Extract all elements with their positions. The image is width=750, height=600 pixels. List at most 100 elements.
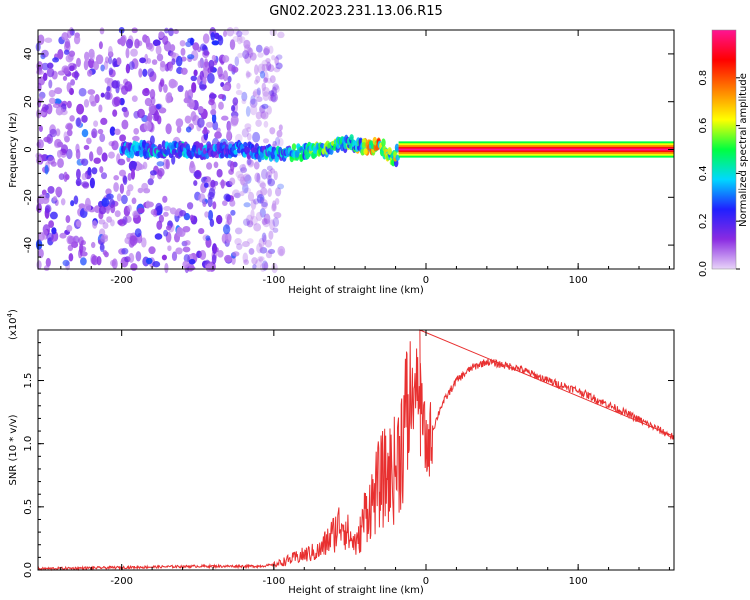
spectrogram-noise-point [127, 172, 132, 181]
spectrogram-noise-point [271, 86, 277, 97]
snr-plot-area [38, 330, 674, 570]
snr-x-ticks: -200 -100 0 100 [60, 330, 670, 587]
spectrogram-noise-point [275, 54, 283, 60]
spectrogram-noise-point [262, 218, 271, 228]
spectrogram-noise-point [271, 262, 278, 274]
spectrogram-noise-point [229, 161, 235, 172]
spectrogram-noise-point [159, 63, 166, 72]
spectrogram-noise-point [104, 91, 111, 100]
spectrogram-noise-point [52, 103, 61, 109]
spectrogram-noise-point [270, 89, 275, 98]
spectrogram-noise-point [89, 52, 95, 61]
spectrogram-noise-point [48, 89, 56, 98]
spectrogram-noise-point [139, 57, 147, 64]
spectrogram-noise-point [121, 247, 129, 255]
spectrogram-noise-point [55, 128, 61, 137]
spectrogram-noise-point [116, 193, 122, 202]
spectrogram-noise-point [273, 66, 281, 73]
spectrogram-noise-point [226, 214, 233, 225]
spectrogram-noise-point [60, 109, 68, 116]
spectrogram-noise-point [191, 82, 197, 93]
spectrogram-y-tick-label: -20 [23, 189, 34, 205]
spectrogram-noise-point [224, 254, 232, 263]
spectrogram-noise-point [66, 123, 73, 131]
spectrogram-noise-point [66, 82, 72, 93]
spectrogram-noise-point [87, 69, 93, 77]
spectrogram-noise-point [239, 190, 245, 197]
colorbar-tick-label: 0.8 [698, 70, 709, 86]
snr-x-tick-label: 0 [423, 576, 429, 587]
spectrogram-y-tick-label: 40 [23, 48, 34, 61]
spectrogram-noise-point [170, 79, 178, 88]
spectrogram-noise-point [156, 161, 165, 167]
spectrogram-noise-point [225, 194, 231, 202]
spectrogram-noise-point [76, 103, 85, 115]
spectrogram-noise-point [99, 133, 106, 143]
spectrogram-noise-point [261, 218, 268, 226]
spectrogram-noise-point [57, 70, 66, 76]
spectrogram-noise-point [278, 137, 284, 147]
spectrogram-noise-point [246, 72, 252, 78]
spectrogram-noise-point [93, 120, 99, 128]
spectrogram-noise-point [36, 156, 43, 165]
spectrogram-noise-point [66, 129, 73, 137]
spectrogram-noise-point [175, 118, 184, 128]
spectrogram-noise-point [239, 164, 246, 172]
snr-multiplier-base: (x10 [8, 317, 19, 340]
spectrogram-noise-point [261, 168, 268, 180]
spectrogram-noise-point [246, 126, 252, 133]
spectrogram-noise-point [271, 200, 277, 211]
spectrogram-noise-point [274, 197, 280, 205]
spectrogram-noise-point [236, 82, 241, 90]
spectrogram-noise-point [263, 46, 271, 56]
spectrogram-noise-point [107, 56, 113, 65]
spectrogram-noise-point [189, 214, 195, 221]
spectrogram-noise-point [207, 196, 213, 208]
spectrogram-noise-point [114, 128, 121, 136]
spectrogram-noise-point [202, 49, 210, 59]
spectrogram-noise-point [256, 242, 263, 254]
spectrogram-noise-point [212, 120, 219, 131]
chart-title: GN02.2023.231.13.06.R15 [269, 4, 443, 19]
spectrogram-noise-point [83, 144, 90, 151]
spectrogram-noise-point [165, 158, 170, 170]
spectrogram-noise-point [262, 91, 270, 102]
spectrogram-y-axis-label: Frequency (Hz) [8, 112, 19, 188]
spectrogram-noise-point [278, 124, 283, 131]
spectrogram-noise-point [267, 170, 273, 178]
spectrogram-noise-point [63, 49, 70, 55]
spectrogram-noise-point [243, 202, 251, 208]
spectrogram-noise-point [218, 93, 225, 100]
spectrogram-noise-point [257, 52, 264, 58]
spectrogram-noise-point [188, 258, 196, 265]
spectrogram-noise-point [106, 193, 114, 200]
spectrogram-noise-point [144, 87, 150, 94]
spectrogram-noise-point [164, 27, 169, 34]
spectrogram-noise-point [151, 59, 158, 65]
spectrogram-noise-point [99, 27, 105, 35]
spectrogram-noise-point [222, 30, 228, 37]
spectrogram-noise-point [49, 128, 57, 138]
spectrogram-noise-point [66, 100, 72, 109]
spectrogram-noise-point [184, 240, 191, 246]
spectrogram-noise-point [125, 38, 134, 49]
spectrogram-noise-point [56, 141, 64, 148]
spectrogram-noise-point [89, 177, 95, 189]
spectrogram-noise-point [113, 96, 122, 107]
spectrogram-noise-point [277, 31, 285, 39]
spectrogram-noise-point [183, 254, 190, 263]
spectrogram-noise-point [263, 213, 271, 225]
spectrogram-noise-point [83, 59, 89, 71]
spectrogram-noise-point [182, 225, 191, 233]
spectrogram-noise-point [185, 126, 192, 133]
spectrogram-noise-point [174, 210, 180, 217]
spectrogram-noise-point [36, 69, 44, 75]
spectrogram-noise-point [268, 45, 274, 54]
spectrogram-noise-point [112, 57, 118, 68]
spectrogram-noise-point [248, 247, 255, 255]
spectrogram-noise-point [147, 178, 154, 186]
spectrogram-ridge-point [361, 138, 367, 144]
spectrogram-noise-point [98, 205, 107, 215]
spectrogram-noise-point [76, 57, 81, 68]
spectrogram-noise-point [216, 168, 223, 178]
